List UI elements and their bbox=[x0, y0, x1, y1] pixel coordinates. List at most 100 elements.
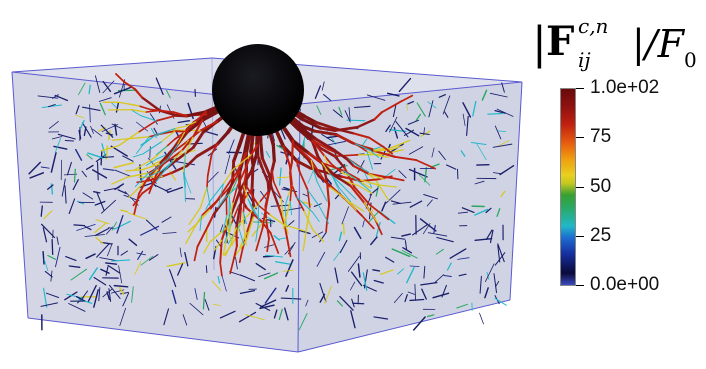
force-chain-segment bbox=[501, 82, 505, 93]
force-chain-segment bbox=[184, 136, 194, 154]
force-chain-segment bbox=[88, 84, 91, 95]
force-chain-segment bbox=[438, 94, 446, 98]
force-chain-segment bbox=[166, 138, 176, 148]
force-chain-segment bbox=[278, 167, 282, 186]
force-chain-segment bbox=[111, 176, 128, 185]
force-chain-segment bbox=[238, 311, 257, 323]
force-chain-segment bbox=[179, 247, 182, 258]
force-chain-segment bbox=[229, 171, 239, 182]
force-chain-segment bbox=[139, 164, 142, 182]
force-chain-segment bbox=[134, 172, 149, 188]
force-chain-segment bbox=[389, 145, 402, 151]
force-chain-segment bbox=[264, 244, 275, 248]
colorbar-tick-label: 50 bbox=[590, 175, 612, 197]
force-chain-segment bbox=[82, 106, 101, 111]
force-chain-segment bbox=[133, 157, 155, 172]
force-chain-segment bbox=[166, 89, 171, 99]
force-chain-segment bbox=[277, 204, 286, 226]
force-chain-segment bbox=[272, 180, 282, 200]
force-chain-segment bbox=[161, 216, 172, 223]
force-chain-segment bbox=[380, 100, 403, 114]
force-chain-segment bbox=[205, 199, 212, 210]
force-chain-segment bbox=[318, 146, 337, 158]
force-chain-segment bbox=[409, 298, 425, 302]
force-chain-segment bbox=[168, 142, 180, 155]
force-chain-segment bbox=[100, 268, 110, 274]
force-chain-segment bbox=[307, 189, 320, 206]
force-chain-segment bbox=[183, 120, 197, 134]
force-chain-segment bbox=[42, 227, 48, 243]
force-chain-segment bbox=[211, 280, 222, 292]
force-chain-segment bbox=[162, 149, 183, 165]
force-chain-segment bbox=[250, 144, 259, 156]
force-chain-segment bbox=[47, 254, 57, 260]
force-chain-segment bbox=[494, 252, 506, 266]
force-chain-segment bbox=[110, 145, 128, 157]
force-chain-segment bbox=[222, 214, 228, 234]
force-chain-segment bbox=[238, 208, 242, 226]
force-chain-segment bbox=[298, 170, 309, 191]
force-chain-segment bbox=[494, 109, 506, 114]
force-chain-segment bbox=[306, 189, 311, 209]
force-chain-segment bbox=[495, 280, 500, 288]
force-chain-segment bbox=[446, 262, 452, 271]
force-chain-segment bbox=[408, 146, 424, 155]
force-chain-segment bbox=[68, 303, 86, 312]
force-chain-segment bbox=[93, 289, 99, 308]
force-chain-segment bbox=[348, 107, 351, 121]
force-chain-segment bbox=[118, 101, 140, 107]
force-chain-segment bbox=[132, 153, 144, 158]
force-chain-segment bbox=[278, 308, 283, 321]
force-chain-segment bbox=[91, 169, 108, 179]
force-chain-segment bbox=[433, 274, 445, 284]
force-chain-segment bbox=[311, 139, 326, 157]
force-chain-segment bbox=[283, 223, 290, 247]
colorbar-tick-label: 25 bbox=[590, 224, 612, 246]
force-chain-segment bbox=[40, 205, 43, 217]
force-chain-segment bbox=[398, 170, 407, 179]
force-chain-segment bbox=[137, 120, 157, 133]
force-chain-segment bbox=[314, 85, 322, 99]
force-chain-segment bbox=[260, 156, 271, 177]
force-chain-segment bbox=[54, 137, 61, 154]
force-chain-segment bbox=[42, 250, 45, 265]
force-chain-segment bbox=[333, 148, 348, 161]
force-chain-segment bbox=[181, 136, 194, 152]
force-chain-segment bbox=[155, 77, 164, 96]
force-chain-segment bbox=[481, 89, 488, 101]
force-chain-segment bbox=[493, 273, 498, 294]
force-chain-segment bbox=[428, 100, 434, 118]
force-chain-segment bbox=[285, 200, 291, 219]
force-chain-segment bbox=[233, 244, 238, 260]
force-chain-segment bbox=[145, 158, 158, 166]
force-chain-segment bbox=[414, 283, 417, 301]
force-chain-segment bbox=[333, 154, 360, 157]
force-chain-segment bbox=[126, 172, 150, 178]
force-chain-segment bbox=[247, 199, 258, 216]
force-chain-segment bbox=[312, 211, 320, 222]
force-chain-segment bbox=[379, 269, 394, 276]
force-chain-segment bbox=[322, 177, 331, 189]
force-chain-segment bbox=[393, 126, 399, 139]
force-chain-segment bbox=[219, 239, 223, 264]
force-chain-segment bbox=[377, 154, 390, 159]
force-chain-segment bbox=[250, 151, 259, 172]
force-chain-segment bbox=[44, 270, 53, 278]
force-chain-segment bbox=[280, 297, 302, 300]
force-chain-segment bbox=[441, 284, 447, 298]
force-chain-segment bbox=[222, 232, 229, 256]
force-chain-segment bbox=[369, 187, 379, 196]
force-chain-segment bbox=[235, 256, 238, 270]
force-chain-segment bbox=[255, 224, 259, 242]
force-chain-segment bbox=[105, 132, 114, 136]
force-chain-segment bbox=[264, 191, 270, 209]
force-chain-segment bbox=[161, 171, 174, 178]
force-chain-segment bbox=[375, 179, 390, 201]
force-chain-segment bbox=[84, 225, 92, 231]
force-chain-segment bbox=[497, 243, 505, 263]
title-abs-open: | bbox=[532, 18, 547, 69]
force-chain-segment bbox=[458, 273, 467, 277]
force-chain-segment bbox=[352, 164, 370, 175]
force-chain-segment bbox=[243, 153, 253, 173]
force-chain-segment bbox=[75, 105, 80, 115]
